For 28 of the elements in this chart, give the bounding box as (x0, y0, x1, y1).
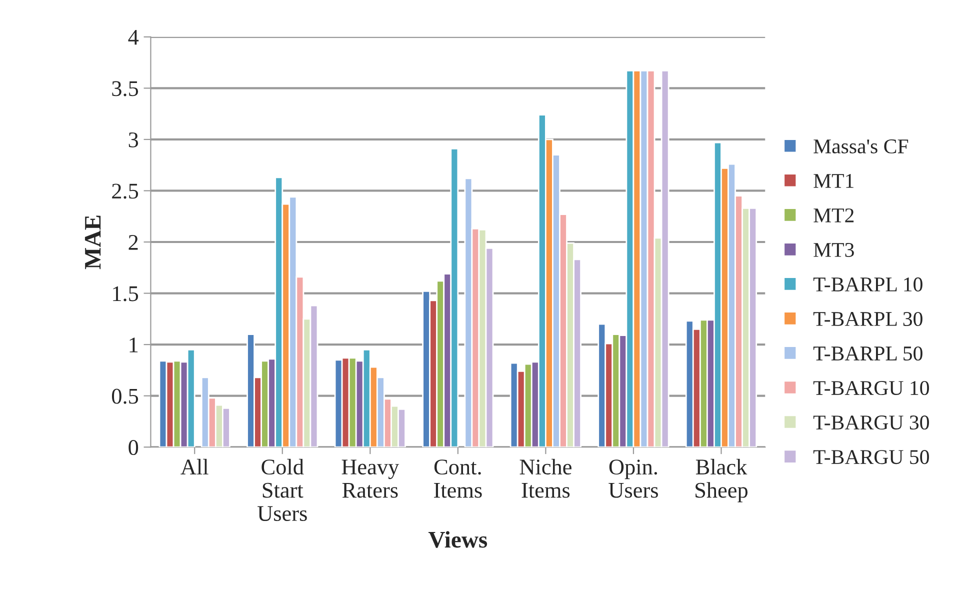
x-tick-label: Niche Items (520, 458, 572, 498)
x-tick-label: Opin. Users (608, 460, 658, 498)
legend-label: MT1 (814, 174, 854, 188)
legend-label: Massa's CF (814, 139, 908, 154)
legend-label: T-BARPL 30 (813, 312, 922, 326)
legend-label: T-BARGU 10 (813, 380, 929, 396)
legend-label: T-BARPL 10 (813, 277, 922, 292)
y-tick-label: 0.5 (112, 388, 138, 404)
y-tick-label: 2 (128, 234, 138, 250)
legend-label: MT2 (814, 208, 854, 222)
x-axis-title: Views (428, 531, 488, 548)
y-tick-label: 3 (128, 132, 138, 148)
x-tick-label: Cold Start Users (258, 458, 307, 522)
legend-label: T-BARPL 50 (813, 346, 922, 361)
x-tick-label: Heavy Raters (342, 460, 400, 498)
x-tick-label: Cont. Items (434, 460, 482, 498)
y-axis-title: MAE (84, 216, 101, 270)
y-tick-label: 4 (128, 30, 139, 45)
y-tick-label: 3.5 (112, 81, 138, 96)
y-tick-label: 1.5 (113, 286, 138, 302)
legend-label: T-BARGU 30 (813, 416, 929, 430)
legend-label: T-BARGU 50 (813, 450, 929, 464)
legend-label: MT3 (814, 242, 854, 257)
x-tick-label: Black Sheep (696, 458, 748, 502)
y-tick-label: 0 (128, 440, 138, 456)
y-tick-label: 1 (130, 338, 138, 352)
y-tick-label: 2.5 (112, 184, 138, 199)
x-tick-label: All (180, 458, 208, 474)
